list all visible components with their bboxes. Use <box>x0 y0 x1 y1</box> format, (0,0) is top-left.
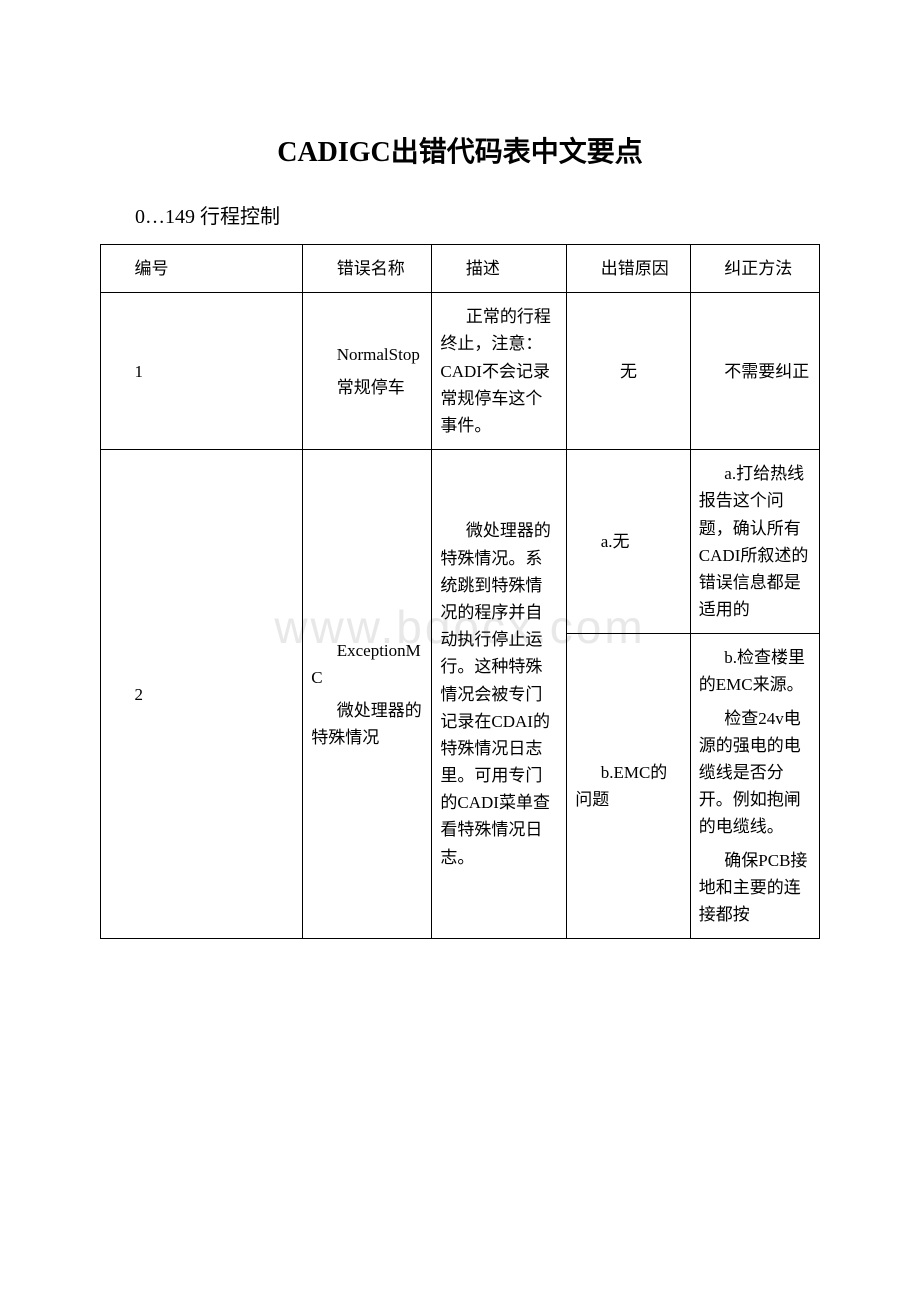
error-code-table: 编号 错误名称 描述 出错原因 纠正方法 1 NormalStop 常规停车 正… <box>100 244 820 939</box>
col-header-name: 错误名称 <box>303 245 432 293</box>
cell-cause: b.EMC的问题 <box>567 634 691 939</box>
cell-fix: a.打给热线报告这个问题，确认所有CADI所叙述的错误信息都是适用的 <box>690 450 819 634</box>
cell-fix: b.检查楼里的EMC来源。 检查24v电源的强电的电缆线是否分开。例如抱闸的电缆… <box>690 634 819 939</box>
table-row: 1 NormalStop 常规停车 正常的行程终止，注意：CADI不会记录常规停… <box>101 293 820 450</box>
table-header-row: 编号 错误名称 描述 出错原因 纠正方法 <box>101 245 820 293</box>
cell-desc: 正常的行程终止，注意：CADI不会记录常规停车这个事件。 <box>432 293 567 450</box>
section-subtitle: 0…149 行程控制 <box>135 200 820 229</box>
cell-cause: a.无 <box>567 450 691 634</box>
cell-desc: 微处理器的特殊情况。系统跳到特殊情况的程序并自动执行停止运行。这种特殊情况会被专… <box>432 450 567 939</box>
col-header-desc: 描述 <box>432 245 567 293</box>
col-header-id: 编号 <box>101 245 303 293</box>
col-header-fix: 纠正方法 <box>690 245 819 293</box>
cell-cause: 无 <box>567 293 691 450</box>
cell-name: NormalStop 常规停车 <box>303 293 432 450</box>
cell-id: 1 <box>101 293 303 450</box>
cell-fix: 不需要纠正 <box>690 293 819 450</box>
table-row: 2 ExceptionMC 微处理器的特殊情况 微处理器的特殊情况。系统跳到特殊… <box>101 450 820 634</box>
cell-id: 2 <box>101 450 303 939</box>
page-title: CADIGC出错代码表中文要点 <box>100 130 820 170</box>
cell-name: ExceptionMC 微处理器的特殊情况 <box>303 450 432 939</box>
col-header-cause: 出错原因 <box>567 245 691 293</box>
